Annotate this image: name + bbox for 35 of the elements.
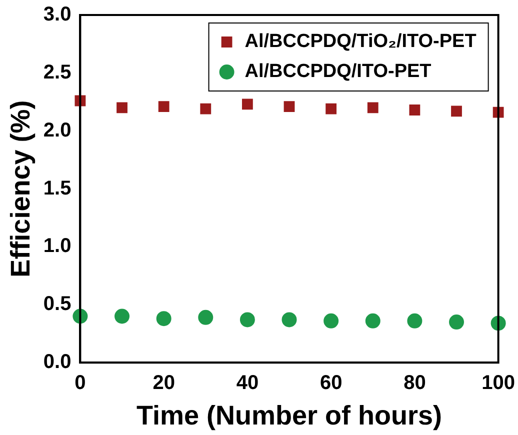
y-axis-title: Efficiency (%) xyxy=(6,100,36,278)
point xyxy=(407,313,422,328)
x-axis-title: Time (Number of hours) xyxy=(136,400,442,430)
y-tick-label: 0.0 xyxy=(43,351,72,374)
point xyxy=(282,312,297,328)
point xyxy=(365,313,380,328)
point xyxy=(324,313,339,328)
point xyxy=(198,310,214,325)
point xyxy=(326,103,337,114)
y-tick-label: 2.0 xyxy=(43,119,72,142)
y-tick-label: 1.0 xyxy=(43,235,72,258)
point xyxy=(116,102,128,114)
point xyxy=(449,314,464,330)
legend-label: Al/BCCPDQ/TiO₂/ITO-PET xyxy=(244,31,477,52)
y-tick-label: 2.5 xyxy=(43,61,72,84)
point xyxy=(114,308,130,324)
x-tick-label: 40 xyxy=(236,372,259,394)
y-tick-label: 3.0 xyxy=(43,4,72,26)
point xyxy=(367,102,378,114)
x-tick-label: 100 xyxy=(482,372,516,394)
x-tick-label: 60 xyxy=(320,372,342,394)
y-tick-label: 1.5 xyxy=(43,177,72,200)
x-tick-label: 20 xyxy=(152,372,175,394)
legend-label: Al/BCCPDQ/ITO-PET xyxy=(244,61,432,82)
point xyxy=(240,312,255,328)
point xyxy=(284,101,295,112)
point xyxy=(242,98,253,110)
point xyxy=(409,104,420,116)
point xyxy=(200,103,212,114)
x-tick-label: 0 xyxy=(74,372,86,394)
x-tick-label: 80 xyxy=(404,372,426,394)
y-tick-label: 0.5 xyxy=(43,293,72,316)
point xyxy=(451,106,462,117)
point xyxy=(156,311,172,326)
point xyxy=(158,101,170,112)
